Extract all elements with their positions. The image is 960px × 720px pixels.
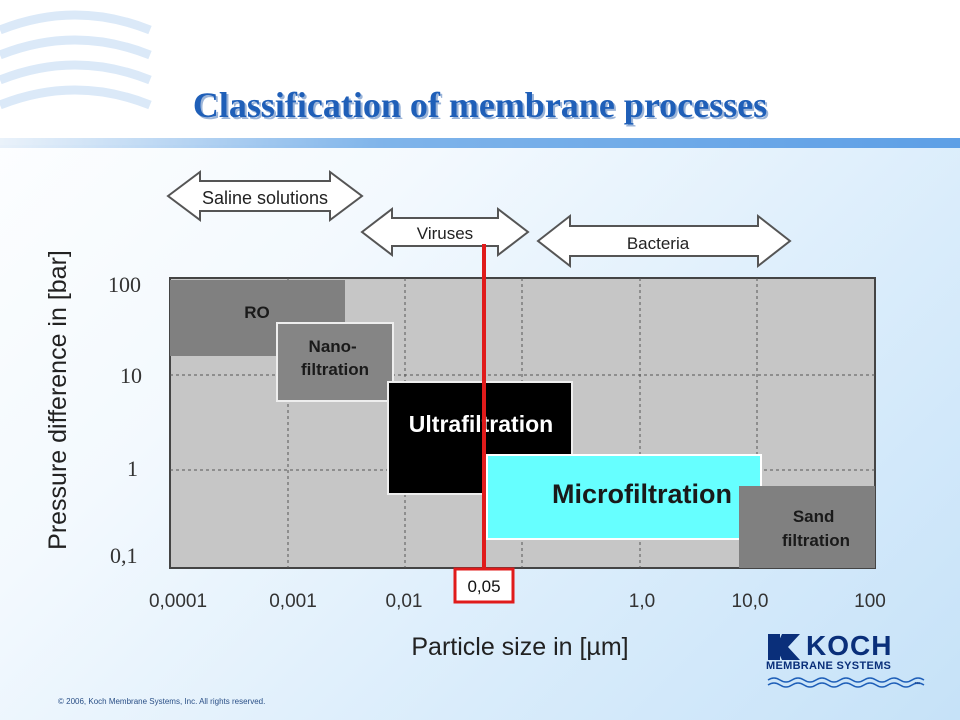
process-sand-filtration: Sand filtration xyxy=(739,486,875,568)
process-microfiltration-label: Microfiltration xyxy=(552,479,732,509)
y-tick-label: 100 xyxy=(108,272,141,297)
y-tick-label: 10 xyxy=(120,363,142,388)
koch-logo: KOCH MEMBRANE SYSTEMS ™ xyxy=(766,630,926,700)
x-tick-label: 10,0 xyxy=(732,591,769,612)
copyright-notice: © 2006, Koch Membrane Systems, Inc. All … xyxy=(58,697,266,706)
arrow-saline-label: Saline solutions xyxy=(202,188,328,208)
arrow-saline-solutions: Saline solutions xyxy=(166,170,364,222)
y-tick-label: 1 xyxy=(127,456,138,481)
process-nanofiltration: Nano- filtration xyxy=(276,322,394,402)
y-tick-label: 0,1 xyxy=(110,543,138,568)
x-tick-label: 0,001 xyxy=(269,591,317,612)
nanofiltration-line-1: Nano- xyxy=(309,337,357,356)
logo-subtitle: MEMBRANE SYSTEMS xyxy=(766,660,892,672)
sand-line-2: filtration xyxy=(782,531,850,550)
arrow-viruses: Viruses xyxy=(360,206,530,258)
x-tick-label: 0,01 xyxy=(386,591,423,612)
koch-logo-mark xyxy=(768,634,800,660)
process-ultrafiltration-label: Ultrafiltration xyxy=(409,411,553,437)
process-ro-label: RO xyxy=(244,303,270,322)
marker-label-box xyxy=(453,567,515,604)
arrow-bacteria: Bacteria xyxy=(536,213,792,269)
svg-text:Sand filtration: Sand filtration xyxy=(782,507,850,550)
marker-label: 0,05 xyxy=(467,577,500,596)
x-tick-label: 0,0001 xyxy=(149,591,207,612)
title-rule xyxy=(0,138,960,148)
x-tick-label: 100 xyxy=(854,591,886,612)
title-band xyxy=(0,0,960,145)
y-axis-title: Pressure difference in [bar] xyxy=(44,250,72,550)
logo-wave-icon xyxy=(767,677,925,688)
process-microfiltration: Microfiltration xyxy=(486,454,762,540)
x-axis-title: Particle size in [µm] xyxy=(411,633,628,661)
arrow-viruses-label: Viruses xyxy=(417,224,473,243)
nanofiltration-line-2: filtration xyxy=(301,360,369,379)
slide-title: Classification of membrane processes xyxy=(192,85,768,125)
arrow-bacteria-label: Bacteria xyxy=(627,234,690,253)
logo-trademark: ™ xyxy=(914,682,920,688)
logo-word: KOCH xyxy=(806,630,893,661)
svg-text:Nano- filtration: Nano- filtration xyxy=(301,337,369,379)
x-tick-label: 1,0 xyxy=(629,591,655,612)
decorative-waves xyxy=(0,10,152,110)
sand-line-1: Sand xyxy=(793,507,835,526)
